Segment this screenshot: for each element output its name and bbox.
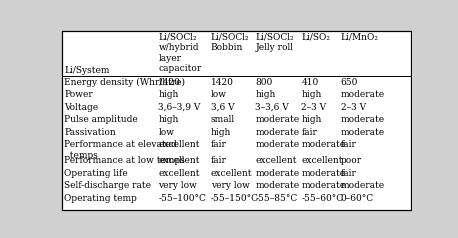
- Text: fair: fair: [340, 169, 356, 178]
- Text: 800: 800: [255, 78, 273, 87]
- Text: Li/System: Li/System: [64, 66, 110, 75]
- Text: Passivation: Passivation: [64, 128, 116, 137]
- Text: -55–85°C: -55–85°C: [255, 194, 298, 203]
- Text: moderate: moderate: [340, 90, 385, 99]
- Text: 1420: 1420: [158, 78, 181, 87]
- Text: Performance at elevated
  temps: Performance at elevated temps: [64, 140, 177, 160]
- Text: Li/SOCl₂
Jelly roll: Li/SOCl₂ Jelly roll: [255, 32, 294, 52]
- Text: 3,6 V: 3,6 V: [211, 103, 234, 112]
- Text: moderate: moderate: [255, 181, 300, 190]
- Text: Energy density (Whr/litre): Energy density (Whr/litre): [64, 78, 185, 87]
- Text: excellent: excellent: [301, 156, 343, 165]
- Text: high: high: [158, 90, 179, 99]
- Text: 410: 410: [301, 78, 319, 87]
- Text: Operating life: Operating life: [64, 169, 128, 178]
- Text: high: high: [301, 90, 322, 99]
- Text: -55–60°C: -55–60°C: [301, 194, 344, 203]
- Text: 650: 650: [340, 78, 358, 87]
- Text: excellent: excellent: [211, 169, 252, 178]
- Text: moderate: moderate: [301, 181, 346, 190]
- Text: low: low: [211, 90, 227, 99]
- Text: moderate: moderate: [301, 140, 346, 149]
- Text: moderate: moderate: [255, 128, 300, 137]
- Text: Voltage: Voltage: [64, 103, 98, 112]
- Text: excellent: excellent: [158, 169, 200, 178]
- Text: excellent: excellent: [158, 156, 200, 165]
- Text: 2–3 V: 2–3 V: [301, 103, 327, 112]
- Text: 0–60°C: 0–60°C: [340, 194, 374, 203]
- Text: moderate: moderate: [255, 169, 300, 178]
- Text: excellent: excellent: [158, 140, 200, 149]
- Text: 1420: 1420: [211, 78, 234, 87]
- Text: very low: very low: [158, 181, 197, 190]
- Text: 2–3 V: 2–3 V: [340, 103, 365, 112]
- Text: Li/SOCl₂
Bobbin: Li/SOCl₂ Bobbin: [211, 32, 250, 52]
- Text: 3,6–3,9 V: 3,6–3,9 V: [158, 103, 201, 112]
- Text: Power: Power: [64, 90, 93, 99]
- Text: fair: fair: [211, 156, 227, 165]
- Text: Performance at low temps: Performance at low temps: [64, 156, 185, 165]
- Text: -55–100°C: -55–100°C: [158, 194, 206, 203]
- Text: Pulse amplitude: Pulse amplitude: [64, 115, 138, 124]
- Text: very low: very low: [211, 181, 250, 190]
- Text: Li/SO₂: Li/SO₂: [301, 32, 331, 41]
- Text: excellent: excellent: [255, 156, 297, 165]
- Text: fair: fair: [340, 140, 356, 149]
- Text: small: small: [211, 115, 235, 124]
- Text: fair: fair: [211, 140, 227, 149]
- Text: moderate: moderate: [255, 140, 300, 149]
- Text: high: high: [158, 115, 179, 124]
- Text: moderate: moderate: [340, 181, 385, 190]
- Text: Li/SOCl₂
w/hybrid
layer
capacitor: Li/SOCl₂ w/hybrid layer capacitor: [158, 32, 202, 74]
- Text: Operating temp: Operating temp: [64, 194, 137, 203]
- Text: fair: fair: [301, 128, 317, 137]
- Text: high: high: [255, 90, 276, 99]
- Text: low: low: [158, 128, 174, 137]
- Text: high: high: [301, 115, 322, 124]
- Text: moderate: moderate: [255, 115, 300, 124]
- Text: poor: poor: [340, 156, 362, 165]
- Text: Self-discharge rate: Self-discharge rate: [64, 181, 151, 190]
- Text: 3–3,6 V: 3–3,6 V: [255, 103, 289, 112]
- Text: Li/MnO₂: Li/MnO₂: [340, 32, 378, 41]
- Text: moderate: moderate: [340, 128, 385, 137]
- Text: -55–150°C: -55–150°C: [211, 194, 259, 203]
- Text: moderate: moderate: [340, 115, 385, 124]
- Text: moderate: moderate: [301, 169, 346, 178]
- Text: high: high: [211, 128, 231, 137]
